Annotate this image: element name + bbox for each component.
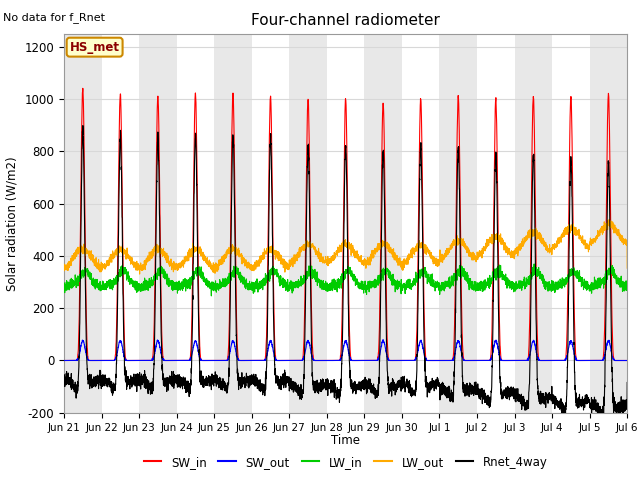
Bar — [589, 34, 627, 413]
Text: No data for f_Rnet: No data for f_Rnet — [3, 12, 105, 23]
Bar — [139, 34, 177, 413]
Bar — [214, 34, 252, 413]
Bar — [289, 34, 327, 413]
Title: Four-channel radiometer: Four-channel radiometer — [251, 13, 440, 28]
X-axis label: Time: Time — [331, 434, 360, 447]
Bar — [364, 34, 402, 413]
Bar — [515, 34, 552, 413]
Bar — [440, 34, 477, 413]
Legend: SW_in, SW_out, LW_in, LW_out, Rnet_4way: SW_in, SW_out, LW_in, LW_out, Rnet_4way — [139, 451, 552, 473]
Text: HS_met: HS_met — [70, 41, 120, 54]
Y-axis label: Solar radiation (W/m2): Solar radiation (W/m2) — [6, 156, 19, 290]
Bar — [64, 34, 102, 413]
